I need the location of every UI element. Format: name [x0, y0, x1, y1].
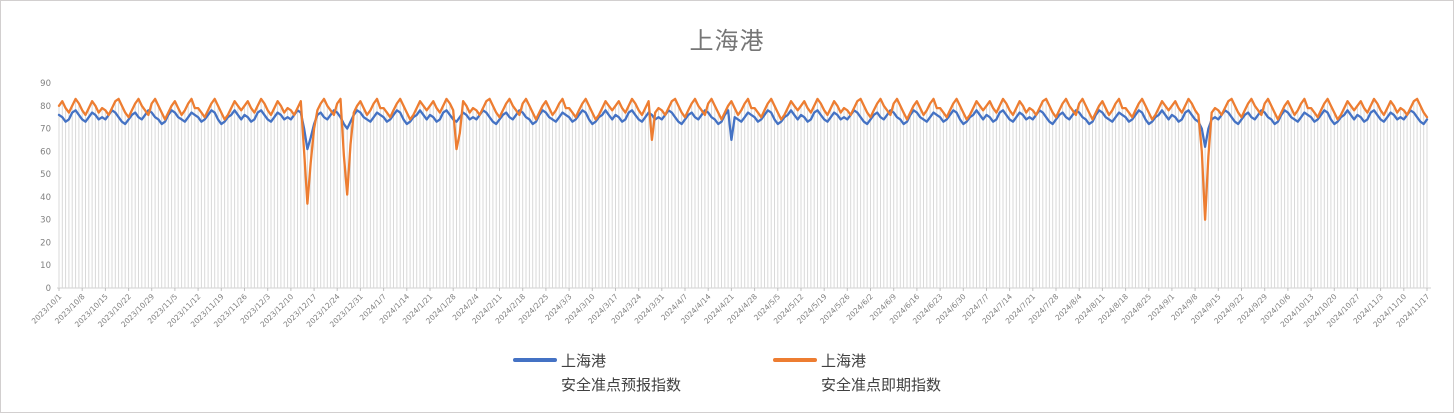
svg-text:60: 60 — [40, 147, 51, 157]
svg-text:40: 40 — [40, 193, 51, 203]
chart-title: 上海港 — [689, 27, 765, 55]
svg-text:50: 50 — [40, 170, 51, 180]
legend-label-forecast: 上海港 安全准点预报指数 — [561, 349, 681, 397]
spot-series-line-icon — [773, 358, 817, 362]
legend-label-spot: 上海港 安全准点即期指数 — [821, 349, 941, 397]
svg-text:10: 10 — [40, 261, 51, 271]
legend-forecast-line2: 安全准点预报指数 — [560, 376, 681, 394]
legend-forecast-line1: 上海港 — [560, 352, 606, 370]
legend-spot-line1: 上海港 — [821, 352, 867, 370]
svg-text:30: 30 — [40, 216, 51, 226]
forecast-series-line-icon — [512, 358, 557, 362]
svg-text:20: 20 — [40, 238, 51, 248]
svg-text:80: 80 — [40, 102, 51, 112]
legend-item-forecast[interactable]: 上海港 安全准点预报指数 — [512, 349, 681, 397]
chart-legend: 上海港 安全准点预报指数 上海港 安全准点即期指数 — [1, 349, 1453, 397]
svg-text:0: 0 — [46, 284, 51, 294]
legend-spot-line2: 安全准点即期指数 — [821, 376, 942, 394]
svg-text:90: 90 — [40, 79, 51, 89]
legend-item-spot[interactable]: 上海港 安全准点即期指数 — [773, 349, 941, 397]
svg-text:70: 70 — [40, 125, 51, 135]
